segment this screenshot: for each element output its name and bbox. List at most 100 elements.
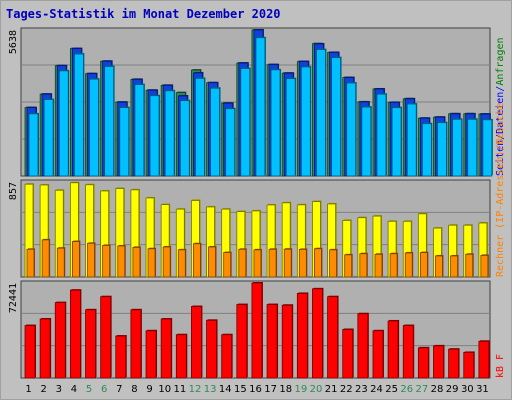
bar-seiten: [361, 106, 372, 177]
bar-rechner: [87, 242, 95, 278]
bar-kb-f: [85, 309, 96, 379]
bar-rechner: [450, 255, 459, 278]
bar-seiten: [104, 66, 115, 177]
bar-seiten: [452, 118, 463, 177]
bar-kb-f: [266, 304, 278, 379]
bar-kb-f: [175, 334, 187, 379]
x-tick-label-day: 31: [476, 384, 489, 395]
x-tick-label-day: 5: [86, 384, 92, 395]
bar-seiten: [164, 90, 175, 177]
x-tick-label-day: 1: [25, 384, 31, 395]
x-tick-label-day: 18: [279, 384, 292, 395]
panel-top-legend: Seiten/Dateien/Anfragen: [495, 37, 506, 176]
bar-kb-f: [54, 302, 66, 379]
bar-kb-f: [312, 288, 323, 379]
bar-kb-f: [387, 320, 399, 379]
bar-kb-f: [342, 329, 354, 379]
bar-seiten: [28, 113, 39, 177]
bar-kb-f: [281, 304, 293, 379]
panel-middle-ymax-label: 857: [8, 182, 19, 200]
bar-kb-f: [372, 330, 384, 379]
legend-label: Rechner (IP-Adressen): [495, 151, 506, 277]
bar-rechner: [117, 245, 126, 278]
bar-kb-f: [24, 325, 36, 379]
bar-seiten: [300, 66, 311, 177]
bar-kb-f: [206, 319, 217, 379]
bar-rechner: [102, 245, 111, 278]
legend-label: Anfragen: [495, 37, 506, 85]
bar-rechner: [253, 249, 262, 278]
x-tick-label-day: 20: [310, 384, 323, 395]
x-tick-label-day: 30: [461, 384, 474, 395]
bar-kb-f: [433, 345, 444, 379]
bar-seiten: [316, 49, 326, 177]
bar-rechner: [238, 248, 247, 278]
x-tick-label-day: 19: [295, 384, 308, 395]
bar-rechner: [419, 252, 428, 278]
bar-seiten: [58, 70, 69, 177]
bar-rechner: [389, 253, 398, 278]
x-tick-label-day: 21: [325, 384, 338, 395]
legend-label: kB F: [495, 354, 506, 378]
bar-seiten: [421, 123, 432, 177]
x-tick-label-day: 26: [400, 384, 413, 395]
bar-rechner: [268, 248, 277, 278]
bar-kb-f: [160, 318, 172, 379]
bar-kb-f: [357, 313, 369, 379]
x-tick-label-day: 4: [71, 384, 77, 395]
bar-kb-f: [296, 293, 308, 379]
bar-seiten: [43, 99, 54, 177]
bar-rechner: [132, 247, 141, 278]
bar-kb-f: [417, 347, 429, 379]
bar-kb-f: [236, 304, 248, 379]
x-tick-label-day: 17: [264, 384, 277, 395]
bar-seiten: [391, 107, 402, 177]
bar-seiten: [89, 78, 99, 177]
bar-seiten: [285, 78, 296, 177]
x-tick-label-day: 13: [204, 384, 217, 395]
x-tick-label-day: 22: [340, 384, 353, 395]
x-tick-label-day: 28: [431, 384, 444, 395]
bar-rechner: [71, 241, 80, 278]
legend-label: /: [495, 86, 506, 92]
bar-rechner: [359, 253, 368, 278]
bar-rechner: [162, 246, 171, 278]
bar-rechner: [344, 254, 353, 278]
bar-seiten: [195, 77, 205, 177]
bar-rechner: [314, 248, 322, 278]
legend-label: Besuche: [495, 102, 506, 144]
bar-kb-f: [191, 306, 202, 379]
legend-label: Seiten: [495, 140, 506, 176]
panel-bottom-legend: kB F: [495, 354, 506, 378]
bar-rechner: [41, 239, 50, 278]
legend-label: Dateien: [495, 92, 506, 134]
bar-kb-f: [327, 296, 338, 379]
x-tick-label-day: 2: [41, 384, 47, 395]
bar-kb-f: [448, 348, 460, 379]
bar-rechner: [298, 248, 307, 278]
bar-rechner: [465, 253, 474, 278]
bar-seiten: [482, 119, 493, 177]
bar-seiten: [73, 53, 84, 177]
bar-seiten: [119, 107, 130, 177]
bar-seiten: [346, 82, 357, 177]
bar-rechner: [329, 249, 337, 278]
bar-rechner: [147, 248, 156, 278]
bar-kb-f: [251, 282, 263, 379]
panel-top-ymax-label: 5638: [8, 30, 19, 54]
bar-rechner: [193, 243, 201, 278]
bar-seiten: [225, 108, 236, 177]
x-tick-label-day: 7: [116, 384, 122, 395]
bar-seiten: [149, 95, 160, 177]
x-tick-label-day: 25: [385, 384, 398, 395]
x-tick-label-day: 9: [146, 384, 152, 395]
bar-rechner: [404, 252, 413, 278]
bar-seiten: [376, 93, 387, 177]
bar-kb-f: [115, 335, 127, 379]
bar-rechner: [283, 248, 292, 278]
bar-kb-f: [221, 334, 233, 379]
bar-rechner: [56, 247, 65, 278]
bar-rechner: [223, 252, 232, 278]
bar-rechner: [435, 255, 443, 278]
